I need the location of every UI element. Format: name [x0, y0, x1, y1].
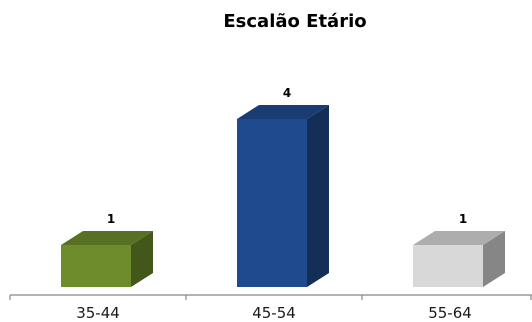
bar-front-face — [61, 245, 131, 287]
chart-title: Escalão Etário — [223, 11, 366, 32]
data-label-45-54: 4 — [283, 86, 291, 100]
x-tick-label-35-44: 35-44 — [76, 304, 120, 322]
bar-55-64 — [413, 231, 505, 287]
bar-35-44 — [61, 231, 153, 287]
x-tick-label-55-64: 55-64 — [428, 304, 472, 322]
bar-side-face — [307, 105, 329, 287]
bar-front-face — [413, 245, 483, 287]
bar-top-face — [413, 231, 505, 245]
x-axis-ticks — [9, 295, 532, 300]
bars-group: 1 4 1 — [61, 86, 505, 287]
bar-top-face — [61, 231, 153, 245]
bar-side-face — [131, 231, 153, 287]
x-axis-labels: 35-44 45-54 55-64 — [76, 304, 472, 322]
x-tick-label-45-54: 45-54 — [252, 304, 296, 322]
bar-45-54 — [237, 105, 329, 287]
bar-top-face — [237, 105, 329, 119]
bar-side-face — [483, 231, 505, 287]
data-label-55-64: 1 — [459, 212, 467, 226]
data-label-35-44: 1 — [107, 212, 115, 226]
bar-front-face — [237, 119, 307, 287]
